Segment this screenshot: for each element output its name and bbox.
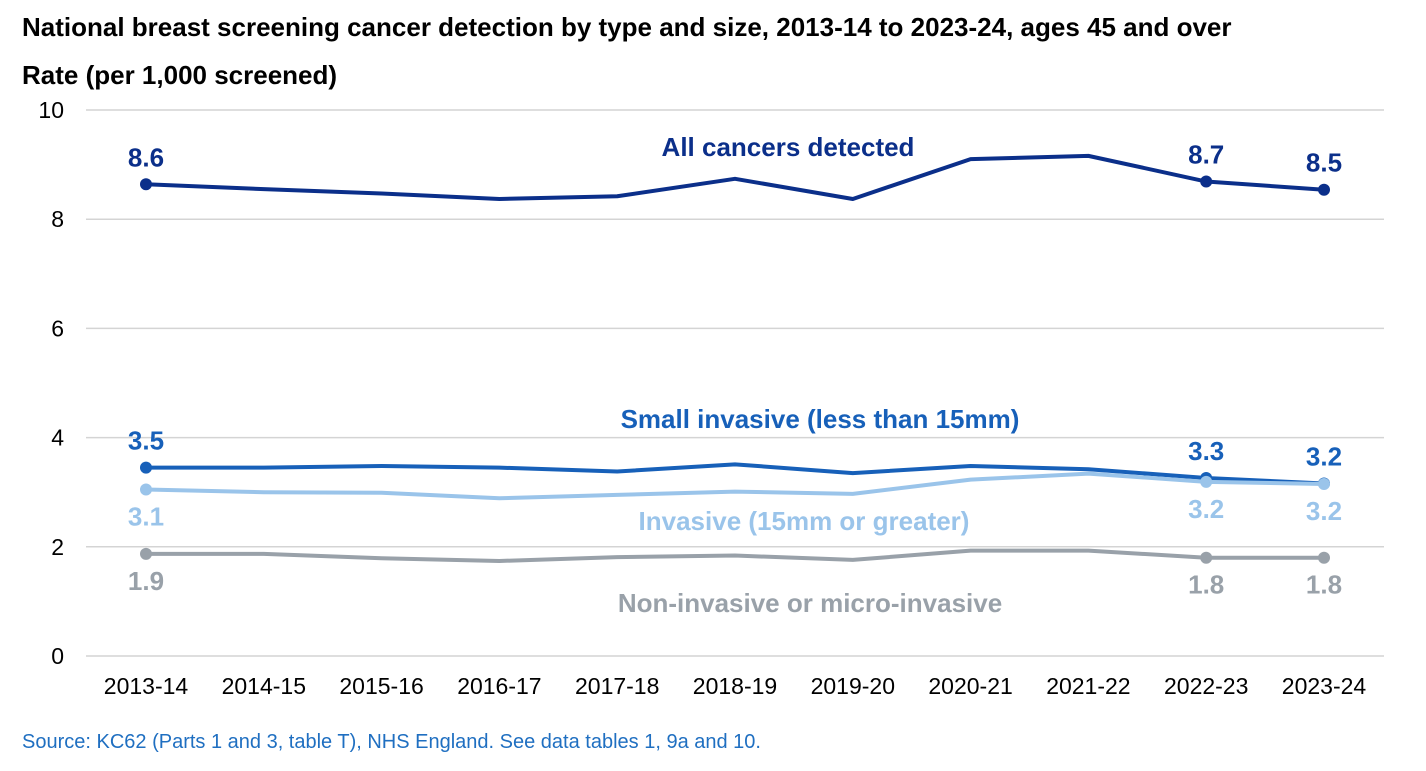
- data-label: 8.5: [1306, 148, 1342, 178]
- data-point: [140, 461, 152, 474]
- series-3: 1.9 1.8 1.8 Non-invasive or micro-invasive: [128, 547, 1342, 618]
- y-tick-label: 0: [51, 643, 64, 669]
- x-tick-label: 2018-19: [693, 673, 777, 699]
- y-tick-labels: 0 2 4 6 8 10: [38, 97, 64, 669]
- data-label: 3.5: [128, 426, 164, 456]
- data-point: [140, 483, 152, 496]
- data-label: 3.1: [128, 501, 164, 531]
- series-line: [146, 462, 1325, 486]
- series-2: 3.1 3.2 3.2 Invasive (15mm or greater): [128, 471, 1342, 536]
- x-tick-label: 2013-14: [104, 673, 189, 699]
- data-point: [1318, 478, 1330, 491]
- y-tick-label: 10: [38, 97, 64, 123]
- data-point: [1200, 551, 1213, 564]
- x-tick-label: 2014-15: [222, 673, 306, 699]
- series-0: 8.6 8.7 8.5 All cancers detected: [128, 132, 1342, 201]
- data-label: 8.6: [128, 142, 164, 172]
- series-name-label: Invasive (15mm or greater): [639, 506, 970, 536]
- data-label: 3.2: [1188, 494, 1224, 524]
- data-label: 1.9: [128, 566, 164, 596]
- x-tick-label: 2016-17: [457, 673, 541, 699]
- source-note: Source: KC62 (Parts 1 and 3, table T), N…: [22, 731, 761, 753]
- gridlines: [86, 109, 1384, 657]
- data-point: [1318, 183, 1330, 196]
- x-tick-label: 2022-23: [1164, 673, 1248, 699]
- x-tick-labels: 2013-14 2014-15 2015-16 2016-17 2017-18 2018-…: [104, 673, 1367, 699]
- series-line: [145, 471, 1325, 501]
- data-label: 3.2: [1306, 441, 1342, 471]
- series-name-label: Small invasive (less than 15mm): [621, 404, 1020, 434]
- y-tick-label: 2: [51, 534, 64, 560]
- data-point: [1318, 551, 1330, 564]
- data-point: [140, 178, 152, 191]
- y-tick-label: 8: [51, 206, 64, 232]
- series-line: [146, 548, 1324, 563]
- series-name-label: Non-invasive or micro-invasive: [618, 588, 1002, 618]
- data-label: 1.8: [1306, 570, 1342, 600]
- data-label: 3.3: [1188, 436, 1224, 466]
- series-line: [145, 153, 1325, 201]
- data-label: 8.7: [1188, 140, 1224, 170]
- y-tick-label: 4: [51, 425, 64, 451]
- data-label: 1.8: [1188, 570, 1224, 600]
- series-group: 8.6 8.7 8.5 All cancers detected 3.5 3.3 3.2 Sm…: [128, 132, 1342, 618]
- data-label: 3.2: [1306, 496, 1342, 526]
- x-tick-label: 2015-16: [339, 673, 423, 699]
- chart-title: National breast screening cancer detecti…: [22, 12, 1232, 42]
- x-tick-label: 2017-18: [575, 673, 659, 699]
- y-tick-label: 6: [51, 315, 64, 341]
- x-tick-label: 2021-22: [1046, 673, 1130, 699]
- x-tick-label: 2023-24: [1282, 673, 1367, 699]
- x-tick-label: 2019-20: [811, 673, 895, 699]
- data-point: [1200, 475, 1213, 488]
- series-name-label: All cancers detected: [662, 132, 915, 162]
- y-axis-label: Rate (per 1,000 screened): [22, 60, 338, 90]
- data-point: [140, 547, 152, 560]
- x-tick-label: 2020-21: [928, 673, 1012, 699]
- data-point: [1200, 175, 1213, 188]
